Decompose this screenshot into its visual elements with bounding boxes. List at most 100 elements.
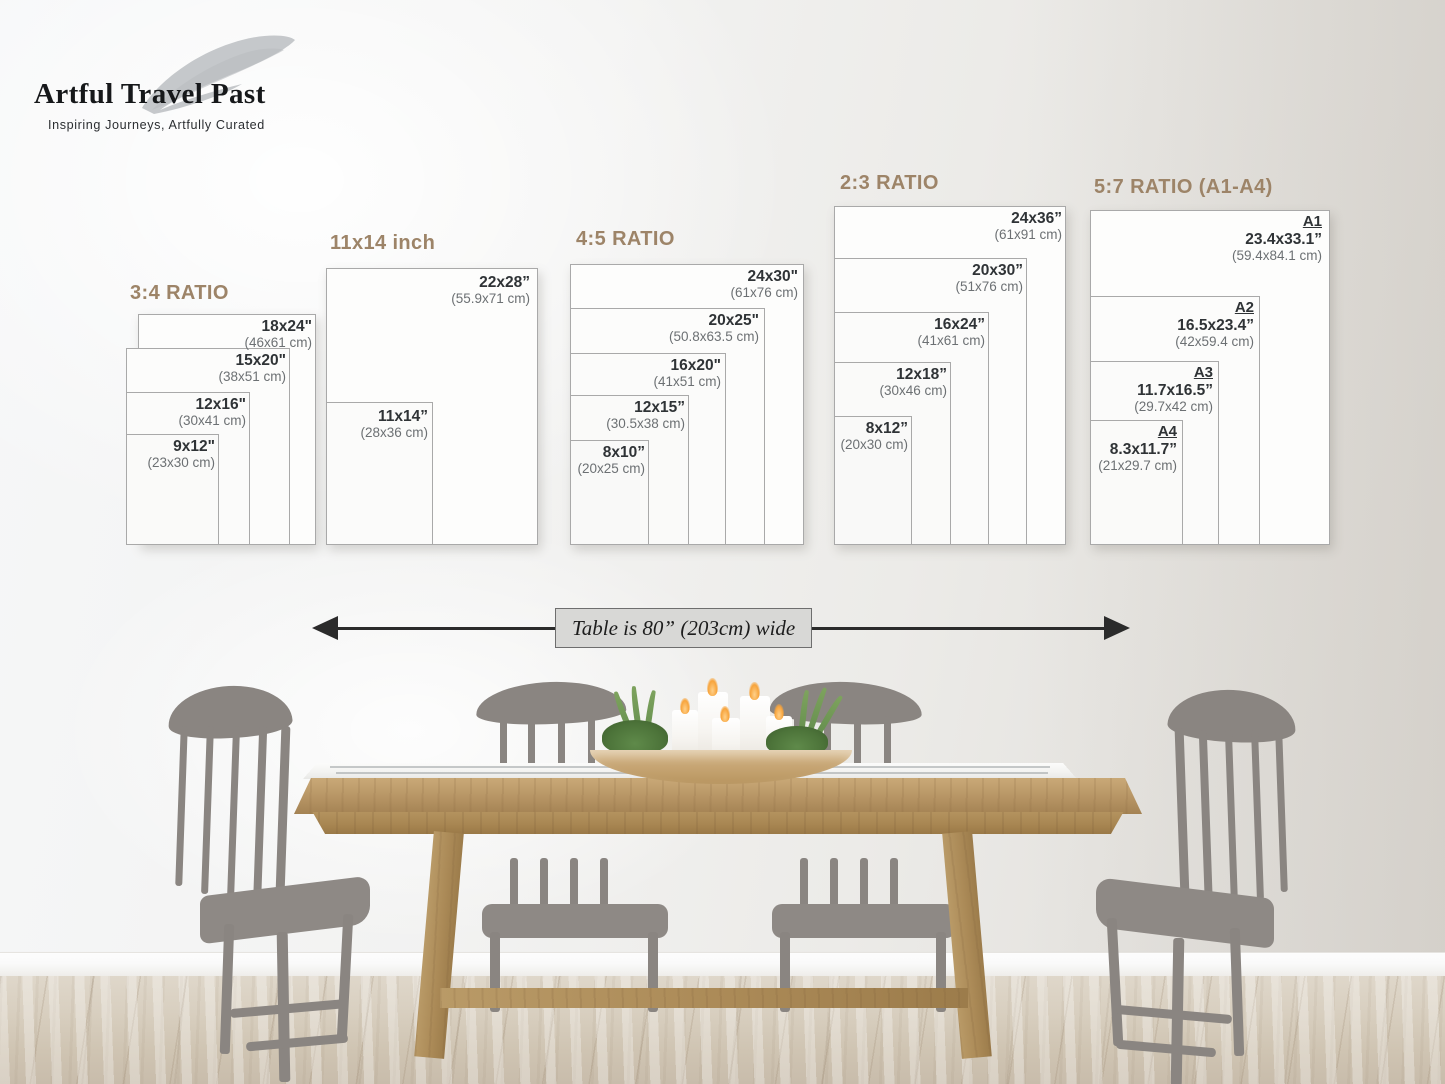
label-a3-inch: 11.7x16.5” xyxy=(1137,381,1213,399)
chair-icon-right-front xyxy=(1060,686,1330,1084)
brand-title: Artful Travel Past xyxy=(34,78,266,110)
label-a2: A2 16.5x23.4” (42x59.4 cm) xyxy=(1100,299,1254,350)
frame-group-ratio-3-4: 3:4 RATIO 18x24" (46x61 cm) 15x20" (38x5… xyxy=(126,282,326,550)
label-8x12-inch: 8x12” xyxy=(865,420,908,437)
label-a4-cm: (21x29.7 cm) xyxy=(1098,458,1177,474)
label-a3-cm: (29.7x42 cm) xyxy=(1134,399,1213,415)
label-12x16-inch: 12x16" xyxy=(195,396,246,413)
label-8x10-inch: 8x10” xyxy=(602,444,645,461)
baseboard-icon xyxy=(0,952,1445,979)
label-16x24-inch: 16x24” xyxy=(934,316,985,333)
frame-8x12[interactable] xyxy=(834,416,912,545)
label-12x18: 12x18” (30x46 cm) xyxy=(804,366,947,398)
candle-icon xyxy=(740,696,770,758)
label-9x12-cm: (23x30 cm) xyxy=(147,455,215,471)
label-22x28-inch: 22x28” xyxy=(479,274,530,291)
candle-flame-icon xyxy=(774,704,784,720)
table-top-surface xyxy=(294,778,1142,814)
label-24x30: 24x30" (61x76 cm) xyxy=(650,268,798,300)
frame-8x10[interactable] xyxy=(570,440,649,545)
label-22x28: 22x28” (55.9x71 cm) xyxy=(388,274,530,306)
label-12x15: 12x15” (30.5x38 cm) xyxy=(538,399,685,431)
group-title-ratio-3-4: 3:4 RATIO xyxy=(130,282,229,304)
candle-flame-icon xyxy=(707,678,718,696)
label-8x12-cm: (20x30 cm) xyxy=(840,437,908,453)
label-a4-name: A4 xyxy=(1157,423,1177,440)
label-11x14-inch: 11x14” xyxy=(378,408,428,425)
candle-flame-icon xyxy=(720,706,730,722)
label-20x30-inch: 20x30” xyxy=(972,262,1023,279)
label-20x25-cm: (50.8x63.5 cm) xyxy=(668,329,759,345)
brush-stroke-icon xyxy=(142,35,295,114)
group-title-ratio-2-3: 2:3 RATIO xyxy=(840,172,939,194)
label-12x15-cm: (30.5x38 cm) xyxy=(606,416,685,432)
candle-flame-icon xyxy=(749,682,760,700)
label-9x12-inch: 9x12" xyxy=(173,438,215,455)
table-apron xyxy=(312,812,1124,834)
table-centerpiece xyxy=(576,678,876,790)
label-8x10: 8x10” (20x25 cm) xyxy=(502,444,645,476)
frame-11x14[interactable] xyxy=(326,402,433,545)
succulent-icon xyxy=(602,720,668,754)
chair-icon-left-front xyxy=(150,682,410,1084)
frame-9x12[interactable] xyxy=(126,434,219,545)
label-16x20-inch: 16x20" xyxy=(670,357,721,374)
label-15x20-cm: (38x51 cm) xyxy=(218,369,286,385)
group-title-inch-11x14: 11x14 inch xyxy=(330,232,436,254)
wood-bowl-icon xyxy=(590,750,852,784)
label-12x15-inch: 12x15” xyxy=(634,399,685,416)
label-15x20-inch: 15x20" xyxy=(235,352,286,369)
label-16x24: 16x24” (41x61 cm) xyxy=(840,316,985,348)
table-stretcher xyxy=(440,988,968,1008)
label-20x25-inch: 20x25" xyxy=(708,312,759,329)
label-15x20: 15x20" (38x51 cm) xyxy=(142,352,286,384)
label-24x30-cm: (61x76 cm) xyxy=(730,285,798,301)
brand-logo: Artful Travel Past Inspiring Journeys, A… xyxy=(34,26,354,132)
label-18x24-inch: 18x24" xyxy=(261,318,312,335)
frame-a4[interactable] xyxy=(1090,420,1183,545)
group-title-ratio-5-7: 5:7 RATIO (A1-A4) xyxy=(1094,176,1273,198)
label-12x16-cm: (30x41 cm) xyxy=(178,413,246,429)
label-a2-inch: 16.5x23.4” xyxy=(1177,316,1254,334)
label-16x20: 16x20" (41x51 cm) xyxy=(574,357,721,389)
label-18x24: 18x24" (46x61 cm) xyxy=(166,318,312,350)
frame-group-ratio-5-7: 5:7 RATIO (A1-A4) A1 23.4x33.1” (59.4x84… xyxy=(1090,176,1330,550)
label-a1-cm: (59.4x84.1 cm) xyxy=(1231,248,1322,264)
label-a2-name: A2 xyxy=(1234,299,1254,316)
label-a3: A3 11.7x16.5” (29.7x42 cm) xyxy=(1060,364,1213,415)
candle-flame-icon xyxy=(680,698,690,714)
group-title-ratio-4-5: 4:5 RATIO xyxy=(576,228,675,250)
label-a1-name: A1 xyxy=(1302,213,1322,230)
label-24x36-cm: (61x91 cm) xyxy=(994,227,1062,243)
table-width-measure: Table is 80” (203cm) wide xyxy=(312,608,1130,648)
label-11x14-cm: (28x36 cm) xyxy=(360,425,428,441)
label-12x18-inch: 12x18” xyxy=(896,366,947,383)
label-20x30-cm: (51x76 cm) xyxy=(955,279,1023,295)
label-18x24-cm: (46x61 cm) xyxy=(244,335,312,351)
measure-label-box: Table is 80” (203cm) wide xyxy=(555,608,813,648)
measure-label-text: Table is 80” (203cm) wide xyxy=(572,615,796,640)
label-a1: A1 23.4x33.1” (59.4x84.1 cm) xyxy=(1166,213,1322,264)
frame-group-ratio-4-5: 4:5 RATIO 24x30" (61x76 cm) 20x25" (50.8… xyxy=(570,228,804,550)
label-24x36-inch: 24x36” xyxy=(1011,210,1062,227)
arrow-left-icon xyxy=(312,616,338,640)
label-24x30-inch: 24x30" xyxy=(747,268,798,285)
label-16x24-cm: (41x61 cm) xyxy=(917,333,985,349)
label-11x14: 11x14” (28x36 cm) xyxy=(286,408,428,440)
frame-group-inch-11x14: 11x14 inch 22x28” (55.9x71 cm) 11x14” (2… xyxy=(326,232,542,550)
label-8x12: 8x12” (20x30 cm) xyxy=(766,420,908,452)
label-8x10-cm: (20x25 cm) xyxy=(577,461,645,477)
label-24x36: 24x36” (61x91 cm) xyxy=(916,210,1062,242)
label-9x12: 9x12" (23x30 cm) xyxy=(70,438,215,470)
frame-group-ratio-2-3: 2:3 RATIO 24x36” (61x91 cm) 20x30” (51x7… xyxy=(834,172,1066,550)
brand-tagline: Inspiring Journeys, Artfully Curated xyxy=(48,118,265,132)
label-a1-inch: 23.4x33.1” xyxy=(1245,230,1322,248)
arrow-right-icon xyxy=(1104,616,1130,640)
label-a2-cm: (42x59.4 cm) xyxy=(1175,334,1254,350)
label-22x28-cm: (55.9x71 cm) xyxy=(451,291,530,307)
label-a3-name: A3 xyxy=(1193,364,1213,381)
label-20x30: 20x30” (51x76 cm) xyxy=(876,262,1023,294)
label-a4: A4 8.3x11.7” (21x29.7 cm) xyxy=(1024,423,1177,474)
label-16x20-cm: (41x51 cm) xyxy=(653,374,721,390)
